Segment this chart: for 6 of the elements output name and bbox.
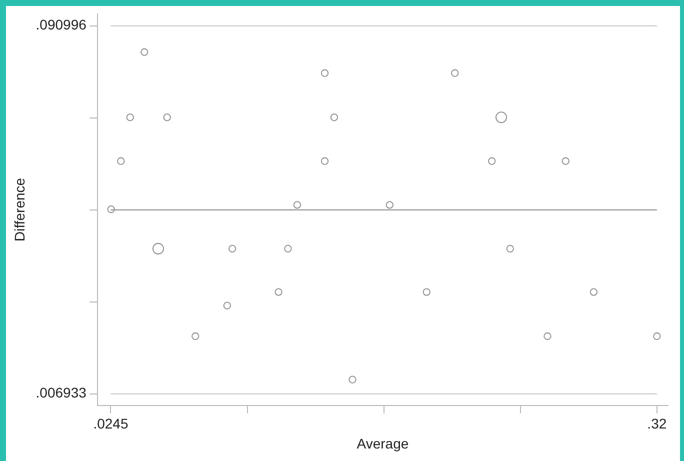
y-tick-label: .090996 [36, 16, 87, 33]
x-tick-label: .32 [647, 416, 667, 432]
y-tick-label: .006933 [36, 384, 87, 401]
x-axis-title: Average [356, 435, 409, 452]
x-tick-label: .0245 [93, 416, 128, 432]
y-axis-title: Difference [11, 178, 28, 242]
